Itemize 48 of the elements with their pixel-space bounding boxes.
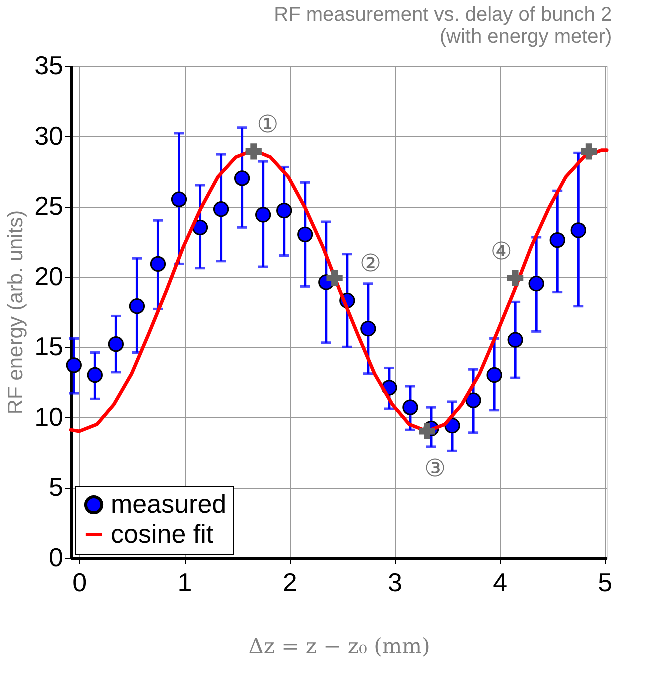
point bbox=[108, 336, 124, 352]
y-tick-label: 5 bbox=[49, 472, 64, 502]
annotation: ② bbox=[360, 249, 382, 278]
point bbox=[466, 392, 482, 408]
point bbox=[66, 358, 82, 374]
x-tick-label: 0 bbox=[72, 568, 88, 598]
x-tick-label: 2 bbox=[282, 568, 298, 598]
x-tick-label: 5 bbox=[598, 568, 613, 598]
point bbox=[360, 321, 376, 337]
y-tick-label: 15 bbox=[34, 332, 64, 362]
y-tick-label: 35 bbox=[34, 50, 64, 80]
point bbox=[276, 202, 292, 219]
x-tick-label: 3 bbox=[388, 568, 402, 598]
point bbox=[129, 298, 146, 314]
point bbox=[298, 226, 314, 242]
point bbox=[234, 170, 250, 186]
legend-label: cosine fit bbox=[111, 519, 214, 549]
y-tick-label: 20 bbox=[34, 261, 64, 292]
y-tick-label: 10 bbox=[34, 402, 64, 432]
y-axis-title: RF energy (arb. units) bbox=[4, 210, 28, 415]
x-axis-title: Δz = z − z₀ (mm) bbox=[248, 634, 430, 658]
annotation: ① bbox=[257, 110, 279, 139]
point bbox=[326, 270, 343, 286]
x-tick-label: 4 bbox=[493, 568, 508, 598]
chart-title: RF measurement vs. delay of bunch 2 bbox=[274, 4, 612, 26]
point bbox=[246, 144, 262, 160]
point bbox=[256, 207, 272, 223]
point bbox=[570, 222, 586, 238]
chart-subtitle: (with energy meter) bbox=[440, 26, 612, 48]
point bbox=[213, 202, 230, 218]
y-tick-label: 30 bbox=[34, 120, 64, 151]
annotation: ③ bbox=[424, 454, 446, 482]
legend-label: measured bbox=[111, 489, 227, 519]
point bbox=[508, 332, 524, 348]
x-tick-label: 1 bbox=[178, 568, 192, 598]
y-tick-label: 25 bbox=[34, 191, 64, 222]
point bbox=[550, 232, 566, 248]
point bbox=[508, 270, 524, 286]
point bbox=[192, 220, 208, 236]
point bbox=[150, 256, 166, 272]
point bbox=[402, 400, 418, 416]
y-tick-label: 0 bbox=[49, 542, 64, 572]
point bbox=[87, 367, 103, 384]
point bbox=[171, 192, 188, 208]
point bbox=[581, 144, 598, 160]
point bbox=[419, 423, 436, 440]
point bbox=[486, 367, 502, 384]
point bbox=[528, 276, 544, 292]
